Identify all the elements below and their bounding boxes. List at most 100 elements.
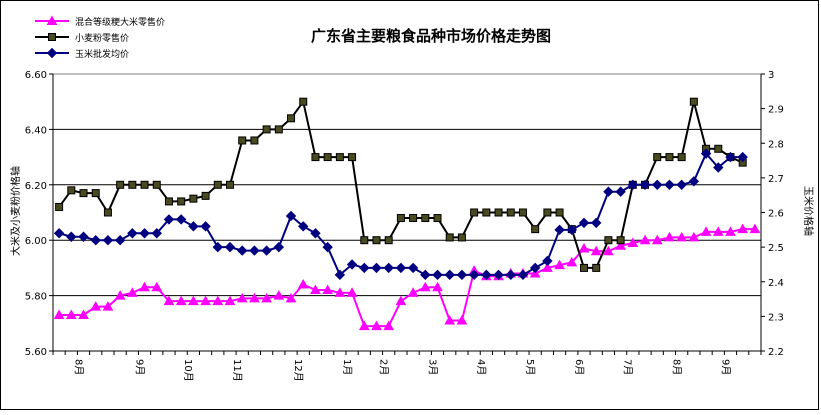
wheat-flour-point: [91, 189, 100, 198]
wheat-flour-point: [299, 97, 308, 106]
plot-background: [52, 73, 762, 352]
corn-point: [627, 179, 639, 191]
legend-label: 玉米批发均价: [75, 48, 129, 60]
rice-point: [358, 320, 370, 331]
rice-point: [114, 290, 126, 300]
corn-point: [420, 269, 431, 281]
rice-point: [737, 223, 749, 234]
wheat-flour-point: [152, 180, 161, 189]
corn-point: [224, 241, 236, 253]
rice-series-line: [59, 228, 755, 328]
x-tick-label: 4月: [475, 359, 487, 375]
rice-point: [444, 315, 456, 325]
wheat-flour-point: [409, 214, 418, 223]
corn-point: [383, 262, 394, 274]
corn-point: [114, 234, 126, 246]
corn-point: [639, 179, 651, 191]
rice-point: [749, 223, 761, 234]
wheat-flour-point: [164, 197, 173, 206]
legend-label: 混合等级粳大米零售价: [75, 16, 165, 28]
wheat-flour-point: [55, 202, 64, 211]
wheat-flour-point: [140, 180, 149, 189]
y-left-tick-label: 6.60: [25, 70, 47, 81]
x-tick-label: 9月: [719, 359, 731, 375]
wheat-flour-point: [580, 263, 588, 272]
corn-point: [468, 269, 480, 281]
corn-point: [517, 269, 529, 281]
wheat-flour-point: [213, 180, 222, 189]
wheat-flour-point: [592, 263, 601, 272]
corn-point: [322, 241, 333, 253]
wheat-flour-point: [311, 153, 320, 162]
x-tick-label: 12月: [292, 359, 304, 382]
wheat-flour-point: [457, 233, 466, 242]
corn-point: [78, 231, 89, 242]
corn-point: [566, 224, 578, 236]
corn-point: [163, 214, 175, 225]
y-right-tick-label: 2.9: [768, 105, 784, 116]
wheat-flour-point: [335, 153, 344, 162]
x-tick-label: 1月: [341, 359, 353, 375]
corn-point: [102, 234, 114, 246]
corn-point: [688, 176, 700, 187]
corn-point: [90, 234, 101, 246]
wheat-flour-point: [714, 144, 723, 153]
corn-point: [273, 241, 285, 253]
rice-point: [163, 295, 175, 306]
corn-point: [359, 262, 370, 274]
corn-point: [578, 217, 590, 229]
legend-swatch-marker: [46, 47, 58, 59]
corn-point: [371, 262, 382, 274]
series-group: [53, 97, 761, 331]
y-left-tick-label: 6.40: [25, 125, 47, 136]
rice-point: [627, 237, 639, 247]
rice-point: [664, 231, 675, 242]
rice-point: [712, 226, 724, 236]
rice-point: [90, 301, 102, 311]
rice-point: [603, 245, 614, 256]
rice-point: [334, 287, 346, 297]
rice-point: [346, 287, 358, 297]
x-tick-label: 11月: [231, 359, 243, 382]
corn-point: [700, 148, 712, 159]
x-tick-label: 3月: [426, 359, 438, 375]
corn-point: [285, 210, 297, 222]
y-left-tick-label: 5.60: [25, 347, 47, 358]
corn-point: [298, 221, 309, 232]
corn-point: [151, 228, 162, 239]
rice-point: [310, 284, 321, 295]
rice-point: [590, 245, 602, 256]
rice-point: [419, 281, 431, 292]
corn-point: [542, 255, 553, 267]
legend-item-wheat-flour: 小麦粉零售价: [35, 32, 129, 44]
wheat-flour-point: [226, 180, 234, 189]
corn-point: [652, 179, 663, 191]
legend-swatch-marker: [48, 33, 56, 41]
y-right-tick-label: 2.5: [768, 243, 784, 254]
rice-point: [395, 295, 407, 306]
wheat-flour-point: [67, 186, 76, 195]
wheat-flour-point: [677, 153, 686, 162]
rice-point: [371, 320, 382, 331]
x-tick-label: 10月: [182, 359, 194, 382]
rice-point: [236, 292, 248, 303]
wheat-flour-point: [238, 136, 247, 145]
wheat-flour-point: [372, 236, 381, 245]
rice-point: [78, 309, 89, 319]
wheat-flour-point: [287, 114, 296, 123]
wheat-flour-point: [103, 208, 112, 217]
rice-point: [700, 226, 712, 236]
y-right-tick-label: 2.6: [768, 209, 784, 220]
y-right-tick-label: 2.8: [768, 139, 784, 150]
wheat-flour-point: [518, 208, 527, 217]
rice-point: [566, 256, 578, 267]
legend-swatch-marker: [46, 15, 58, 25]
wheat-flour-point: [323, 153, 332, 162]
rice-point: [53, 309, 65, 319]
wheat-flour-point: [128, 180, 137, 189]
rice-point: [322, 284, 334, 295]
corn-point: [481, 269, 492, 281]
corn-point: [261, 245, 272, 256]
rice-point: [249, 292, 260, 303]
